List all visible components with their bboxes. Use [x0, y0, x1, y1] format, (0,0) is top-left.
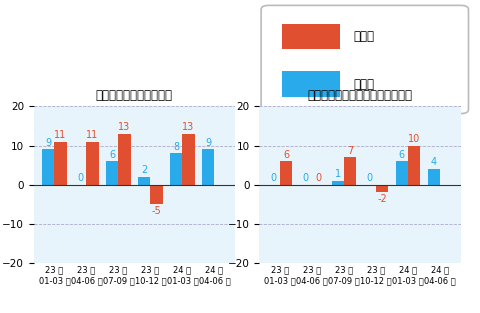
Title: 総受注金額指数（全国）: 総受注金額指数（全国） [96, 90, 173, 102]
Bar [428, 169, 440, 185]
Bar [106, 161, 119, 185]
Text: 11: 11 [86, 130, 98, 140]
Text: 6: 6 [399, 150, 405, 160]
Bar [150, 185, 163, 204]
Text: 1: 1 [335, 169, 341, 179]
Bar [86, 142, 98, 185]
Bar [119, 134, 131, 185]
Bar [396, 161, 408, 185]
Text: 2: 2 [141, 165, 147, 175]
Text: 0: 0 [271, 173, 277, 183]
Text: 13: 13 [119, 122, 131, 132]
Text: 10: 10 [408, 134, 420, 144]
FancyBboxPatch shape [261, 5, 468, 114]
Text: 0: 0 [367, 173, 373, 183]
Bar [332, 181, 344, 185]
Bar [182, 134, 194, 185]
Text: 6: 6 [109, 150, 115, 160]
Bar [42, 150, 54, 185]
Bar [54, 142, 67, 185]
Text: 4: 4 [431, 157, 437, 167]
Text: 9: 9 [45, 138, 51, 148]
Text: 8: 8 [173, 142, 180, 152]
Bar [344, 157, 356, 185]
Text: 0: 0 [303, 173, 309, 183]
Bar [376, 185, 388, 192]
Text: 0: 0 [315, 173, 321, 183]
Title: １棟当り受注床面積指数（全国）: １棟当り受注床面積指数（全国） [308, 90, 412, 102]
Text: 11: 11 [54, 130, 67, 140]
Bar [202, 150, 215, 185]
Text: 0: 0 [77, 173, 84, 183]
Text: 6: 6 [283, 150, 289, 160]
Bar [408, 146, 420, 185]
Bar [282, 24, 340, 49]
Bar [280, 161, 292, 185]
Text: 7: 7 [347, 146, 353, 156]
Bar [170, 153, 182, 185]
Bar [138, 177, 150, 185]
Text: 見通し: 見通し [353, 78, 374, 90]
Text: 実　績: 実 績 [353, 30, 374, 44]
Bar [282, 71, 340, 96]
Text: 13: 13 [182, 122, 194, 132]
Text: -2: -2 [377, 194, 387, 204]
Text: 9: 9 [205, 138, 211, 148]
Text: -5: -5 [152, 206, 161, 216]
